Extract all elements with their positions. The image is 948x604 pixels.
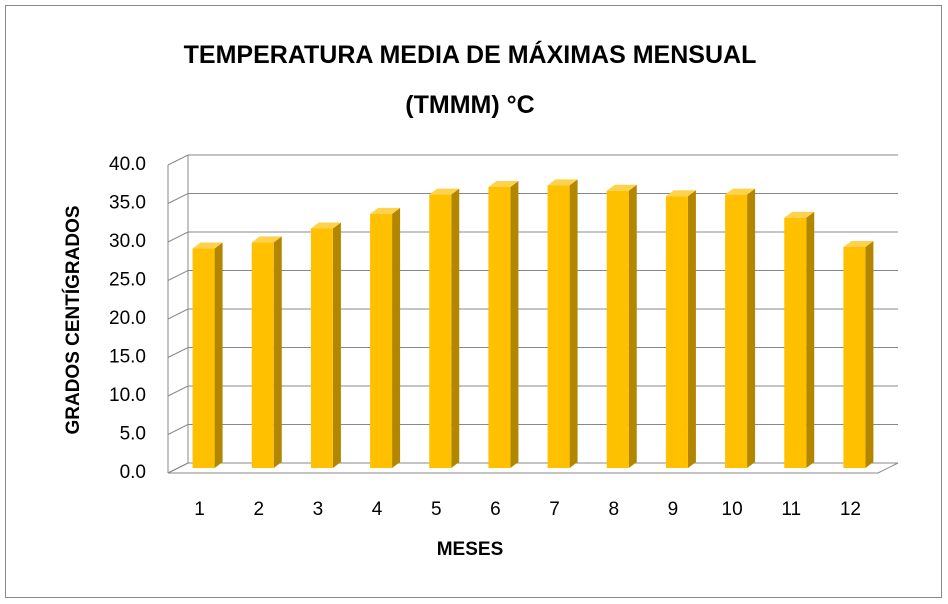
bar [665, 190, 696, 468]
bar-top [429, 188, 460, 195]
grid-line [167, 154, 898, 166]
bar-side [273, 236, 282, 468]
bar [251, 236, 282, 468]
bar-front [429, 194, 452, 468]
x-tick-label: 10 [722, 499, 743, 520]
y-tick-label: 0.0 [120, 462, 146, 483]
bar-top [843, 241, 874, 248]
bar-top [606, 184, 637, 191]
bar-top [370, 207, 401, 214]
bar-top [547, 179, 578, 186]
y-tick-label: 20.0 [109, 308, 146, 329]
bar-top [488, 180, 519, 187]
bar-top [251, 236, 282, 243]
bar-front [665, 196, 688, 468]
y-tick-label: 40.0 [109, 154, 146, 175]
x-tick-label: 5 [431, 499, 442, 520]
bar-side [569, 179, 578, 468]
bar-side [747, 188, 756, 468]
bar-top [665, 190, 696, 197]
bar-side [392, 207, 401, 468]
bar-side [451, 188, 460, 468]
x-tick-label: 4 [372, 499, 383, 520]
x-tick-label: 3 [313, 499, 324, 520]
bar-front [725, 194, 748, 468]
bar-front [784, 217, 807, 468]
x-axis-label: MESES [437, 539, 504, 560]
bar-front [488, 186, 511, 468]
bar-front [606, 190, 629, 469]
x-tick-label: 12 [840, 499, 861, 520]
x-tick-label: 8 [608, 499, 619, 520]
x-tick-label: 6 [490, 499, 501, 520]
y-tick-label: 25.0 [109, 270, 146, 291]
x-tick-label: 7 [549, 499, 560, 520]
bar-side [332, 222, 341, 468]
bar [725, 188, 756, 468]
bar [192, 242, 223, 468]
bar-side [806, 211, 815, 468]
bar-top [725, 188, 756, 195]
bar [843, 241, 874, 468]
grid-line [167, 308, 898, 320]
bar [784, 211, 815, 468]
grid-line [167, 385, 898, 397]
bar-front [310, 228, 333, 468]
bar-side [628, 184, 637, 469]
grid-line [167, 270, 898, 281]
bar [370, 207, 401, 468]
y-tick-label: 35.0 [109, 193, 146, 214]
bar [310, 222, 341, 468]
grid-line [167, 462, 898, 474]
x-tick-label: 1 [194, 499, 205, 520]
bar-front [370, 213, 393, 468]
grid-line [167, 231, 898, 243]
bar-side [214, 242, 223, 468]
bar-front [547, 185, 570, 468]
y-tick-label: 15.0 [109, 347, 146, 368]
bar-front [251, 242, 274, 468]
bar [606, 184, 637, 469]
bar [429, 188, 460, 468]
bar-top [192, 242, 223, 249]
bar [547, 179, 578, 468]
bar-side [510, 180, 519, 468]
bar-top [310, 222, 341, 229]
grid-line [167, 424, 898, 435]
bar-front [192, 248, 215, 468]
chart-title: TEMPERATURA MEDIA DE MÁXIMAS MENSUAL (TM… [183, 41, 757, 119]
bar-side [865, 241, 874, 468]
bar [488, 180, 519, 468]
x-tick-label: 9 [668, 499, 679, 520]
x-tick-label: 2 [253, 499, 264, 520]
bar-front [843, 247, 866, 468]
bar-side [687, 190, 696, 468]
grid-line [167, 347, 898, 358]
y-tick-label: 5.0 [120, 424, 146, 445]
grid-line [167, 193, 898, 204]
y-axis-label: GRADOS CENTÍGRADOS [62, 205, 84, 434]
y-tick-label: 10.0 [109, 385, 146, 406]
bar-top [784, 211, 815, 218]
y-tick-label: 30.0 [109, 231, 146, 252]
x-tick-label: 11 [781, 499, 801, 520]
